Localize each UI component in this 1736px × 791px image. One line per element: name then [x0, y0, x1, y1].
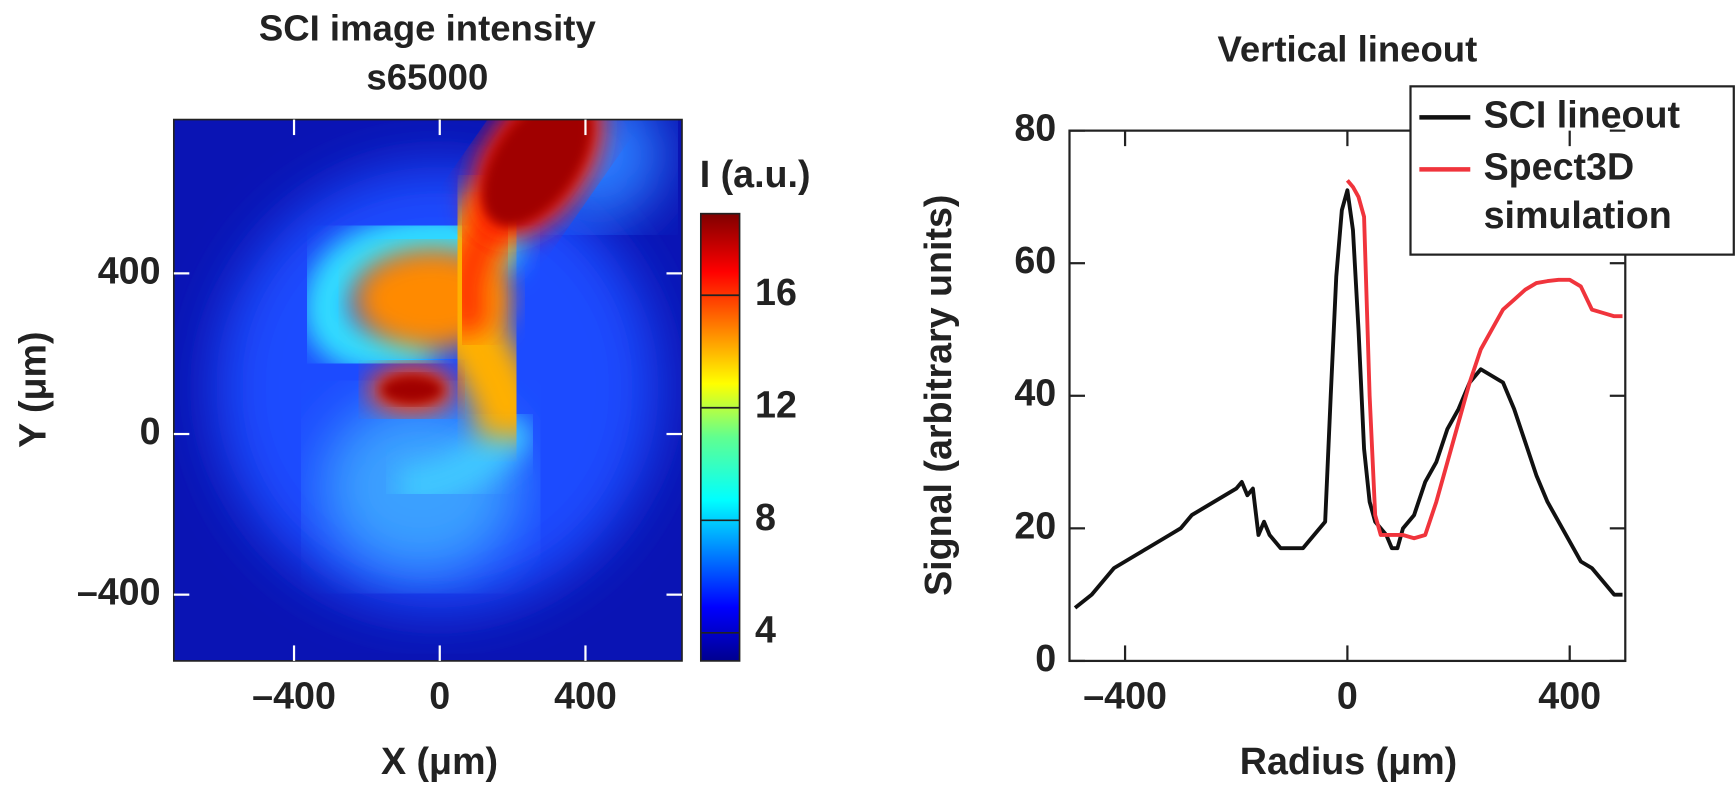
- x-tick-label: –400: [252, 674, 336, 716]
- colorbar-tick-label: 12: [755, 384, 797, 426]
- y-tick-label: 60: [1014, 239, 1056, 281]
- plot-frame: [172, 118, 683, 662]
- x-tick-label: 400: [554, 674, 617, 716]
- y-axis-label: Signal (arbitrary units): [917, 195, 959, 596]
- y-tick-label: 40: [1014, 372, 1056, 414]
- chart-title: SCI image intensity: [259, 8, 597, 49]
- x-tick-label: –400: [1083, 674, 1167, 716]
- y-tick-label: 400: [98, 249, 161, 291]
- x-tick-label: 0: [429, 674, 450, 716]
- chart-title: Vertical lineout: [1218, 29, 1478, 70]
- legend-label: SCI lineout: [1484, 93, 1681, 135]
- y-tick-label: 20: [1014, 504, 1056, 546]
- x-axis-label: X (μm): [381, 740, 498, 782]
- x-tick-label: 400: [1538, 674, 1601, 716]
- y-axis-label: Y (μm): [11, 331, 53, 447]
- y-tick-label: 0: [140, 410, 161, 452]
- x-axis-label: Radius (μm): [1240, 740, 1457, 782]
- legend-label: Spect3D simulation: [1484, 145, 1672, 236]
- y-tick-label: 0: [1035, 637, 1056, 679]
- y-tick-label: –400: [77, 571, 161, 613]
- colorbar-tick-label: 16: [755, 271, 797, 313]
- colorbar-tick-label: 8: [755, 496, 776, 538]
- x-tick-label: 0: [1337, 674, 1358, 716]
- colorbar: [699, 212, 741, 662]
- line-series: [1073, 188, 1623, 610]
- heatmap-image: [173, 119, 682, 661]
- colorbar-label: I (a.u.): [700, 153, 811, 195]
- colorbar-tick-label: 4: [755, 609, 776, 651]
- chart-title: s65000: [366, 56, 488, 97]
- y-tick-label: 80: [1014, 107, 1056, 149]
- line-series: [1345, 179, 1623, 541]
